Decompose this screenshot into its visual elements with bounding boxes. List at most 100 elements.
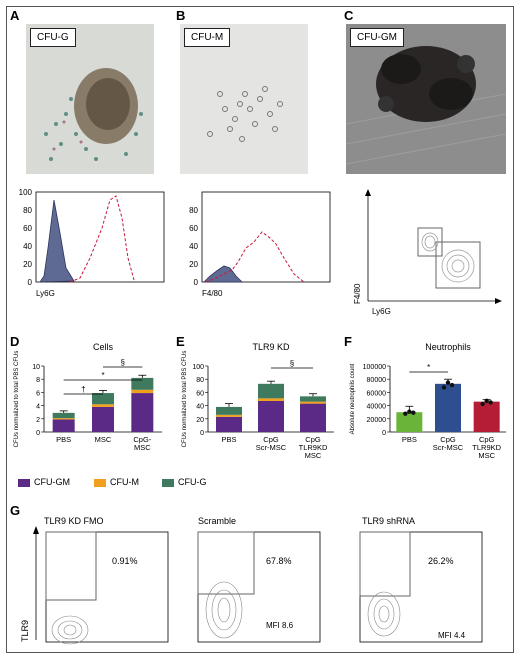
category-label: MSC <box>478 451 495 460</box>
gate <box>197 531 255 595</box>
y-tick-label: 100000 <box>363 364 386 371</box>
f480-histogram: 80 60 40 20 0 F4/80 <box>189 191 331 298</box>
legend-label-cfu-m: CFU-M <box>110 477 139 487</box>
bar-cfu-gm <box>92 406 114 432</box>
chart-title: TLR9 KD <box>252 342 290 352</box>
y-axis-label: CFUs normalized to total PBS CFUs <box>14 351 20 448</box>
significance-mark: * <box>101 371 104 380</box>
plot-title: TLR9 shRNA <box>362 516 415 526</box>
plot-frame <box>201 191 331 283</box>
category-label: CpG <box>305 435 321 444</box>
category-label: Scr-MSC <box>433 443 464 452</box>
f480-histogram-curve <box>205 231 305 283</box>
chart-tlr9-kd: TLR9 KD CFUs normalized to total PBS CFUs… <box>182 342 334 460</box>
ytick-60: 60 <box>23 224 32 233</box>
y-tick-label: 2 <box>36 417 40 424</box>
ly6g-histogram: 100 80 60 40 20 0 Ly6G <box>19 188 165 298</box>
x-axis-label: Ly6G <box>36 289 55 298</box>
category-label: PBS <box>56 435 71 444</box>
legend-swatch-cfu-g <box>162 479 174 487</box>
chart-title: Neutrophils <box>425 342 471 352</box>
chart-cells: Cells CFUs normalized to total PBS CFUs 0 2… <box>14 342 162 452</box>
significance-mark: § <box>290 359 294 368</box>
y-tick-label: 20000 <box>367 417 387 424</box>
x-axis-label: Ly6G <box>372 307 391 316</box>
y-tick-label: 20 <box>196 417 204 424</box>
legend-swatch-cfu-m <box>94 479 106 487</box>
ly6g-histogram-curve <box>69 195 135 283</box>
category-label: CpG <box>479 435 495 444</box>
flow-plot-shrna: TLR9 shRNA 26.2% MFI 4.4 <box>359 516 483 643</box>
flow-plot-fmo: TLR9 KD FMO 0.91% <box>44 516 169 645</box>
gate <box>45 531 97 601</box>
gate <box>359 531 411 597</box>
chart-neutrophils: Neutrophils Absolute neutrophils count 0 20… <box>350 342 506 460</box>
y-tick-label: 0 <box>36 430 40 437</box>
y-axis-label: CFUs normalized to total PBS CFUs <box>182 351 188 448</box>
y-tick-label: 6 <box>36 390 40 397</box>
bar-cfu-gm <box>258 400 284 432</box>
category-label: CpG <box>440 435 456 444</box>
bar-cfu-g <box>92 393 114 405</box>
cfu-gm-colony-photo <box>346 24 506 174</box>
category-label: MSC <box>305 451 322 460</box>
cfu-gm-tag: CFU-GM <box>350 28 404 47</box>
ytick-20: 20 <box>189 260 198 269</box>
bar-cfu-g <box>216 406 242 415</box>
cfu-gm-contour-plot: F4/80 Ly6G <box>353 189 502 316</box>
y-tick-label: 60 <box>196 390 204 397</box>
panel-label-a: A <box>10 8 20 23</box>
y-tick-label: 40 <box>196 404 204 411</box>
ytick-40: 40 <box>189 242 198 251</box>
category-label: PBS <box>402 435 417 444</box>
panel-label-d: D <box>10 334 20 349</box>
x-axis-label: F4/80 <box>202 289 223 298</box>
y-axis-label: Absolute neutrophils count <box>350 363 356 434</box>
y-tick-label: 40000 <box>367 404 387 411</box>
bar-cfu-g <box>52 412 75 419</box>
bar-cfu-m <box>300 401 326 404</box>
category-label: Scr-MSC <box>256 443 287 452</box>
flow-plot-scramble: Scramble 67.8% MFI 8.6 <box>197 516 321 643</box>
panel-label-c: C <box>344 8 354 23</box>
category-label: MSC <box>134 443 151 452</box>
significance-mark: † <box>81 385 85 394</box>
bar-cfu-m <box>52 418 75 420</box>
y-tick-label: 0 <box>200 430 204 437</box>
gate-percentage: 67.8% <box>266 556 292 566</box>
category-label: PBS <box>221 435 236 444</box>
category-label: TLR9KD <box>299 443 328 452</box>
category-label: TLR9KD <box>472 443 501 452</box>
tlr9-flow-plots: TLR9 TLR9 KD FMO 0.91% Scramble 67.8% MF… <box>20 516 483 645</box>
bar-cfu-m <box>92 404 114 407</box>
y-axis-label: F4/80 <box>353 283 362 304</box>
bar <box>396 412 423 432</box>
y-tick-label: 100 <box>192 364 204 371</box>
figure-frame <box>6 6 514 653</box>
ytick-0: 0 <box>194 278 199 287</box>
bar <box>473 401 500 432</box>
y-axis-label: TLR9 <box>20 620 30 642</box>
cfu-m-tag: CFU-M <box>184 28 231 47</box>
plot-title: Scramble <box>198 516 236 526</box>
legend-swatch-cfu-gm <box>18 479 30 487</box>
data-point <box>449 382 455 388</box>
legend-label-cfu-gm: CFU-GM <box>34 477 70 487</box>
bar-cfu-g <box>131 377 154 390</box>
ytick-100: 100 <box>19 188 33 197</box>
y-tick-label: 0 <box>382 430 386 437</box>
isotype-histogram <box>39 199 75 283</box>
bar-cfu-m <box>258 398 284 401</box>
mfi-value: MFI 4.4 <box>438 631 466 640</box>
isotype-histogram <box>203 265 243 283</box>
significance-mark: * <box>427 363 430 372</box>
ytick-80: 80 <box>23 206 32 215</box>
chart-title: Cells <box>93 342 114 352</box>
ytick-60: 60 <box>189 224 198 233</box>
y-tick-label: 8 <box>36 377 40 384</box>
y-tick-label: 80000 <box>367 377 387 384</box>
category-label: MSC <box>95 435 112 444</box>
bar <box>435 383 461 432</box>
bar-cfu-gm <box>216 416 242 432</box>
data-point <box>441 385 447 390</box>
